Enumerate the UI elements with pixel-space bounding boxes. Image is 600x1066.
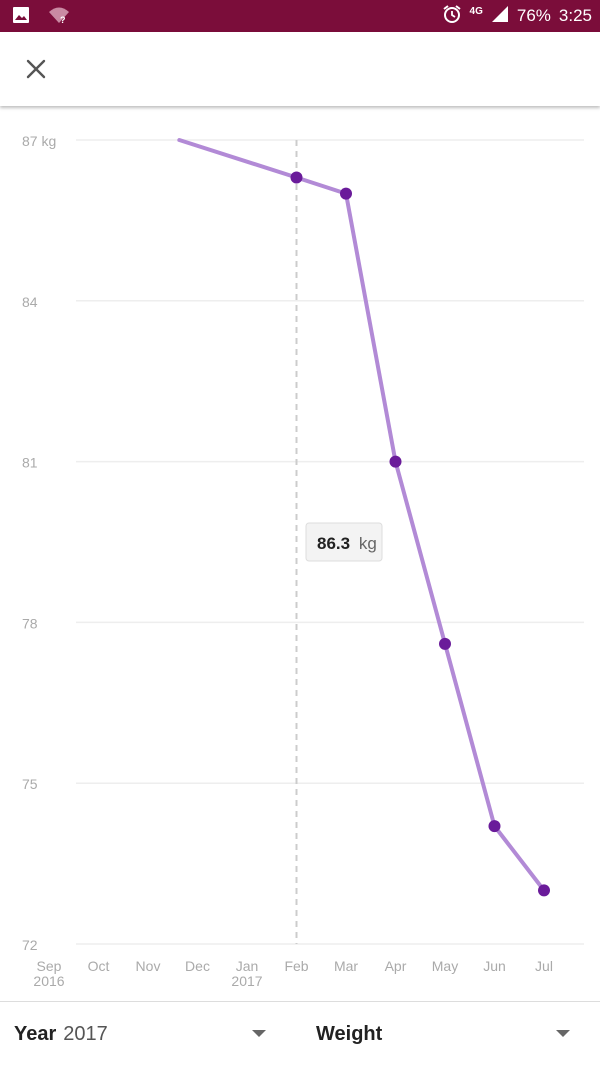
status-bar: ? 4G 76% 3:25	[0, 0, 600, 32]
image-icon	[12, 6, 30, 29]
bottom-divider	[0, 1001, 600, 1002]
metric-label: Weight	[316, 1022, 383, 1045]
x-tick-label: Nov	[136, 958, 161, 974]
y-tick-label: 87 kg	[22, 133, 56, 149]
metric-dropdown[interactable]: Weight	[316, 1002, 578, 1066]
data-point[interactable]	[538, 884, 550, 897]
tooltip-unit: kg	[359, 534, 377, 553]
x-tick-label: Jun	[483, 958, 506, 974]
x-tick-label: May	[432, 958, 458, 974]
y-tick-label: 72	[22, 937, 38, 953]
wifi-unknown-icon: ?	[48, 6, 70, 29]
signal-icon	[491, 5, 509, 28]
alarm-icon	[442, 4, 462, 29]
value-tooltip: 86.3 kg	[305, 522, 383, 562]
svg-text:86.3 kg: 86.3 kg	[317, 534, 377, 553]
x-tick-label: Apr	[385, 958, 407, 974]
y-tick-label: 81	[22, 455, 38, 471]
network-type: 4G	[469, 5, 483, 17]
dropdown-arrow-icon	[556, 1030, 570, 1037]
x-tick-label: Sep	[37, 958, 62, 974]
app-bar	[0, 32, 600, 106]
data-point[interactable]	[389, 455, 402, 468]
x-tick-label: Jul	[535, 958, 553, 974]
year-label: Year	[14, 1022, 57, 1045]
weight-chart[interactable]: 87 kg 84 81 78 75 72 Sep 2016 Oct Nov Dec Jan 2017 F…	[0, 106, 600, 1001]
series-line	[177, 138, 546, 893]
x-tick-label: Dec	[185, 958, 210, 974]
data-point[interactable]	[290, 171, 303, 184]
data-point[interactable]	[340, 187, 352, 200]
y-tick-label: 75	[22, 776, 38, 792]
data-point[interactable]	[488, 820, 501, 833]
x-tick-label: Feb	[284, 958, 308, 974]
tooltip-value: 86.3	[317, 534, 350, 553]
y-tick-label: 78	[22, 615, 38, 631]
data-point[interactable]	[439, 637, 451, 650]
svg-text:?: ?	[60, 15, 66, 24]
bottom-bar: Year 2017 Weight	[0, 1002, 600, 1066]
close-icon	[26, 59, 46, 79]
battery-text: 76%	[516, 6, 551, 25]
dropdown-arrow-icon	[252, 1030, 266, 1037]
year-dropdown[interactable]: Year 2017	[14, 1002, 274, 1066]
y-tick-label: 84	[22, 294, 38, 310]
x-tick-label: Mar	[334, 958, 358, 974]
close-button[interactable]	[18, 51, 54, 87]
x-tick-label: Jan	[236, 958, 259, 974]
x-tick-sublabel: 2016	[33, 973, 64, 989]
x-tick-sublabel: 2017	[231, 973, 262, 989]
year-value: 2017	[63, 1022, 108, 1045]
x-tick-label: Oct	[88, 958, 110, 974]
clock-text: 3:25	[558, 6, 592, 25]
